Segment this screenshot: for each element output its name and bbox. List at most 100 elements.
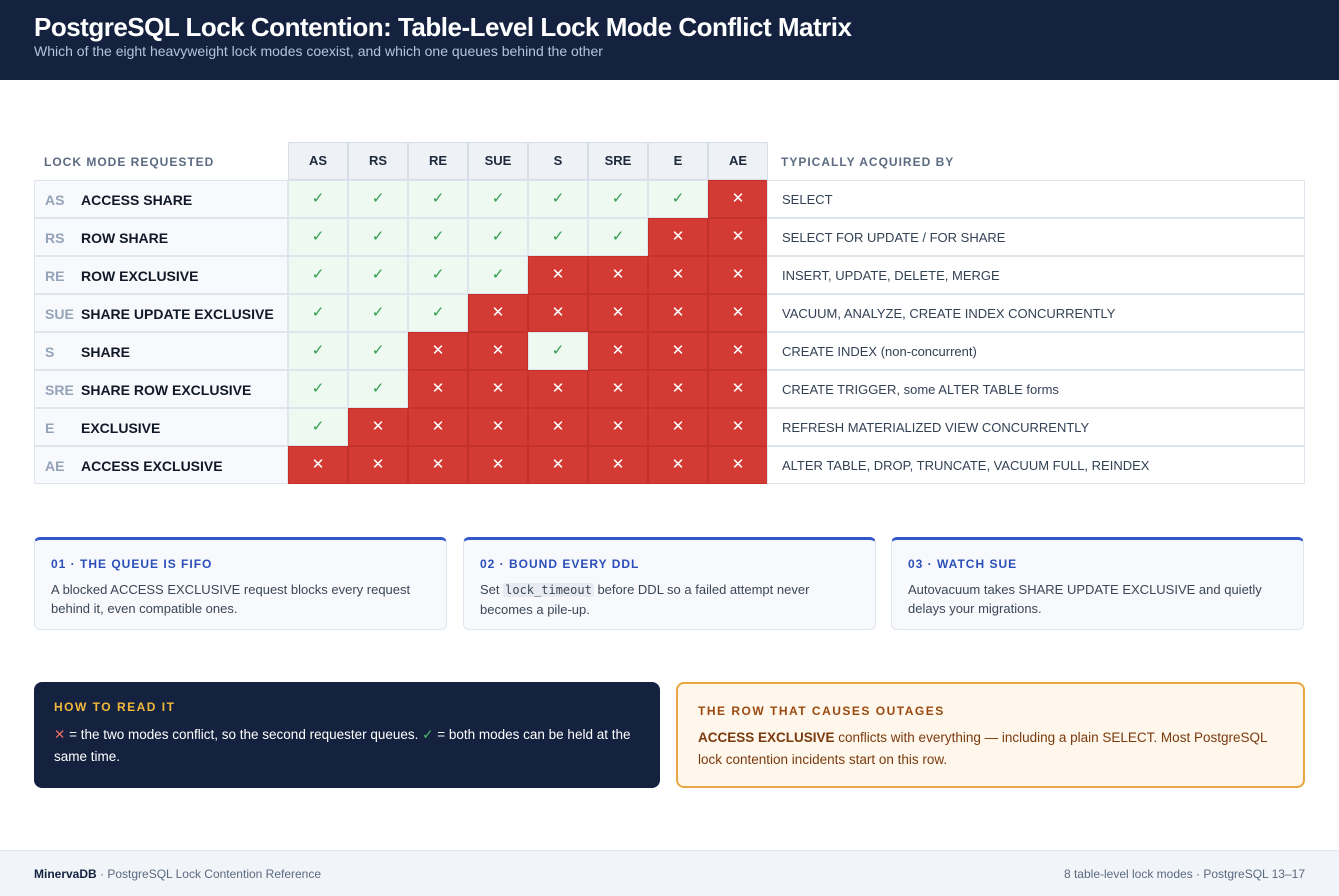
check-icon: ✓ xyxy=(431,228,445,245)
conflict-icon: ✕ xyxy=(731,380,745,397)
check-icon: ✓ xyxy=(311,304,325,321)
conflict-cell: ✕ xyxy=(288,446,348,484)
conflict-icon: ✕ xyxy=(671,380,685,397)
acquired-by-text: INSERT, UPDATE, DELETE, MERGE xyxy=(782,268,1000,283)
conflict-icon: ✕ xyxy=(551,456,565,473)
conflict-cell: ✕ xyxy=(648,256,708,294)
compatible-cell: ✓ xyxy=(288,256,348,294)
compatible-cell: ✓ xyxy=(348,256,408,294)
lock-mode-label: RE ROW EXCLUSIVE xyxy=(34,256,288,294)
compatible-cell: ✓ xyxy=(288,218,348,256)
column-header-s: S xyxy=(528,142,588,180)
acquired-by-cell: CREATE INDEX (non-concurrent) xyxy=(767,332,1305,370)
lock-mode-abbr: RE xyxy=(45,268,65,284)
tip-bound-ddl: 02 · BOUND EVERY DDL Set lock_timeout be… xyxy=(463,537,876,630)
conflict-cell: ✕ xyxy=(648,294,708,332)
acquired-by-text: CREATE INDEX (non-concurrent) xyxy=(782,344,977,359)
conflict-icon: ✕ xyxy=(491,342,505,359)
conflict-cell: ✕ xyxy=(408,370,468,408)
conflict-icon: ✕ xyxy=(431,456,445,473)
conflict-icon: ✕ xyxy=(611,266,625,283)
warning-text: conflicts with everything — including a … xyxy=(698,730,1267,767)
check-icon: ✓ xyxy=(491,266,505,283)
tip-queue-fifo: 01 · THE QUEUE IS FIFO A blocked ACCESS … xyxy=(34,537,447,630)
conflict-cell: ✕ xyxy=(468,294,528,332)
compatible-cell: ✓ xyxy=(288,370,348,408)
footer-right: 8 table-level lock modes · PostgreSQL 13… xyxy=(1063,867,1305,881)
conflict-icon: ✕ xyxy=(671,418,685,435)
acquired-by-cell: VACUUM, ANALYZE, CREATE INDEX CONCURRENT… xyxy=(767,294,1305,332)
compatible-cell: ✓ xyxy=(468,180,528,218)
conflict-icon: ✕ xyxy=(731,190,745,207)
conflict-icon: ✕ xyxy=(551,418,565,435)
conflict-icon: ✕ xyxy=(491,418,505,435)
footer-brand: MinervaDB xyxy=(34,867,97,881)
conflict-icon: ✕ xyxy=(431,342,445,359)
lock-mode-name: SHARE ROW EXCLUSIVE xyxy=(81,382,252,398)
lock-mode-name: ACCESS EXCLUSIVE xyxy=(81,458,223,474)
check-icon: ✓ xyxy=(422,727,434,742)
conflict-cell: ✕ xyxy=(468,370,528,408)
column-header-rs: RS xyxy=(348,142,408,180)
tip-title: 01 · THE QUEUE IS FIFO xyxy=(51,557,213,571)
column-header-sue: SUE xyxy=(468,142,528,180)
conflict-icon: ✕ xyxy=(671,456,685,473)
compatible-cell: ✓ xyxy=(288,332,348,370)
lock-mode-abbr: RS xyxy=(45,230,65,246)
acquired-by-text: SELECT FOR UPDATE / FOR SHARE xyxy=(782,230,1006,245)
lock-mode-abbr: SRE xyxy=(45,382,74,398)
conflict-icon: ✕ xyxy=(431,380,445,397)
check-icon: ✓ xyxy=(431,304,445,321)
check-icon: ✓ xyxy=(371,190,385,207)
compatible-cell: ✓ xyxy=(288,294,348,332)
page-footer: MinervaDB · PostgreSQL Lock Contention R… xyxy=(0,850,1339,896)
compatible-cell: ✓ xyxy=(588,180,648,218)
tip-text: Set xyxy=(480,582,504,597)
compatible-cell: ✓ xyxy=(648,180,708,218)
conflict-cell: ✕ xyxy=(468,332,528,370)
compatible-cell: ✓ xyxy=(288,180,348,218)
conflict-cell: ✕ xyxy=(708,446,768,484)
footer-left: MinervaDB · PostgreSQL Lock Contention R… xyxy=(34,867,321,881)
acquired-by-text: SELECT xyxy=(782,192,833,207)
legend-box: HOW TO READ IT ✕ = the two modes conflic… xyxy=(34,682,660,788)
lock-mode-label: E EXCLUSIVE xyxy=(34,408,288,446)
conflict-cell: ✕ xyxy=(528,294,588,332)
lock-mode-name: SHARE UPDATE EXCLUSIVE xyxy=(81,306,274,322)
conflict-cell: ✕ xyxy=(708,180,768,218)
lock-mode-label: AS ACCESS SHARE xyxy=(34,180,288,218)
conflict-cell: ✕ xyxy=(588,370,648,408)
acquired-by-text: REFRESH MATERIALIZED VIEW CONCURRENTLY xyxy=(782,420,1090,435)
column-header-ae: AE xyxy=(708,142,768,180)
conflict-cell: ✕ xyxy=(408,332,468,370)
compatible-cell: ✓ xyxy=(348,370,408,408)
conflict-cell: ✕ xyxy=(708,370,768,408)
check-icon: ✓ xyxy=(551,228,565,245)
conflict-icon: ✕ xyxy=(611,380,625,397)
conflict-icon: ✕ xyxy=(371,418,385,435)
page-title: PostgreSQL Lock Contention: Table-Level … xyxy=(34,12,852,42)
compatible-cell: ✓ xyxy=(408,256,468,294)
legend-title: HOW TO READ IT xyxy=(54,700,176,714)
tip-body: Set lock_timeout before DDL so a failed … xyxy=(480,580,865,619)
tip-body: A blocked ACCESS EXCLUSIVE request block… xyxy=(51,580,436,618)
compatible-cell: ✓ xyxy=(408,180,468,218)
conflict-icon: ✕ xyxy=(491,304,505,321)
lock-mode-label: SUE SHARE UPDATE EXCLUSIVE xyxy=(34,294,288,332)
conflict-cell: ✕ xyxy=(468,446,528,484)
conflict-cell: ✕ xyxy=(708,256,768,294)
conflict-icon: ✕ xyxy=(611,418,625,435)
lock-mode-label: SRE SHARE ROW EXCLUSIVE xyxy=(34,370,288,408)
conflict-cell: ✕ xyxy=(408,446,468,484)
conflict-icon: ✕ xyxy=(311,456,325,473)
conflict-icon: ✕ xyxy=(551,304,565,321)
conflict-cell: ✕ xyxy=(648,370,708,408)
compatible-cell: ✓ xyxy=(528,180,588,218)
check-icon: ✓ xyxy=(611,228,625,245)
check-icon: ✓ xyxy=(491,190,505,207)
compatible-cell: ✓ xyxy=(528,218,588,256)
conflict-icon: ✕ xyxy=(551,380,565,397)
lock-mode-abbr: AE xyxy=(45,458,65,474)
compatible-cell: ✓ xyxy=(348,180,408,218)
lock-mode-name: SHARE xyxy=(81,344,131,360)
